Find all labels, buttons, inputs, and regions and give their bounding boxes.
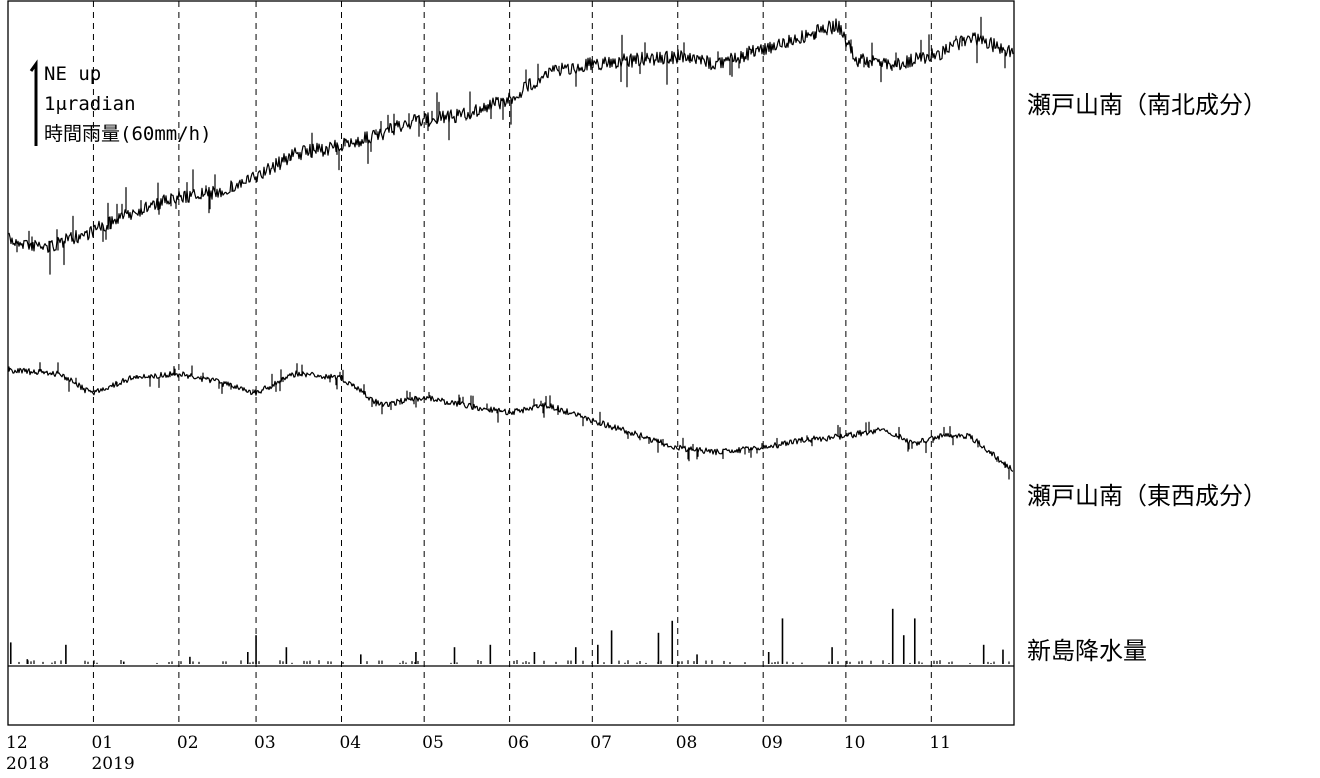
- series-label-ns: 瀬戸山南（南北成分）: [1027, 91, 1267, 119]
- plot-frame: [7, 0, 1015, 726]
- rain-bars: [9, 608, 1010, 664]
- scale-bar: [29, 59, 38, 146]
- tick-label-11: 11: [929, 733, 951, 753]
- series-label-ew: 瀬戸山南（東西成分）: [1027, 482, 1267, 510]
- series-label-rain: 新島降水量: [1027, 637, 1147, 665]
- tick-label-01: 01: [91, 733, 113, 753]
- tick-label-02: 02: [177, 733, 199, 753]
- legend-line3: 時間雨量(60mm/h): [44, 123, 212, 145]
- tick-label-04: 04: [339, 733, 361, 753]
- tick-label-10: 10: [844, 733, 866, 753]
- series-line-ew: [8, 362, 1014, 480]
- tick-label-12: 12: [6, 733, 28, 753]
- legend: NE up 1μradian 時間雨量(60mm/h): [29, 59, 212, 146]
- tick-label-07: 07: [590, 733, 612, 753]
- tick-label-06: 06: [508, 733, 530, 753]
- tick-label-09: 09: [761, 733, 783, 753]
- tick-year-2018: 2018: [6, 754, 49, 774]
- legend-line1: NE up: [44, 63, 101, 85]
- tick-label-03: 03: [254, 733, 276, 753]
- tick-year-2019: 2019: [91, 754, 134, 774]
- legend-line2: 1μradian: [44, 93, 136, 115]
- month-gridlines: [92, 1, 932, 725]
- series-line-ns: [8, 16, 1014, 275]
- tick-label-05: 05: [422, 733, 444, 753]
- tick-label-08: 08: [676, 733, 698, 753]
